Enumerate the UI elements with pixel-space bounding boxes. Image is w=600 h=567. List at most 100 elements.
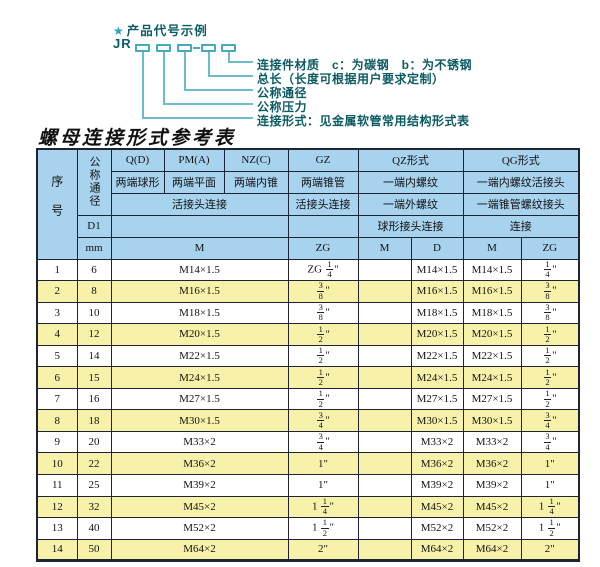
cell-seq: 12 [36,495,78,519]
cell-qz-m [357,258,412,282]
table-row: 8 18 M30×1.5 3 4 " M30×1.5 M30×1.5 3 4 " [36,409,580,432]
header-blank-gz [287,214,359,238]
diagram-label-material: 连接件材质 c：为碳钢 b：为不锈钢 [257,58,473,72]
code-box-5 [221,44,236,52]
cell-dn: 12 [76,323,112,346]
cell-seq: 7 [36,387,78,411]
table-header: 序号 公称通径 Q(D) PM(A) NZ(C) GZ QZ形式 QG形式 两端… [36,148,580,260]
cell-qz-d: M45×2 [410,495,464,519]
code-box-3 [177,44,192,52]
cell-m: M24×1.5 [110,366,289,389]
cell-qz-d: M14×1.5 [410,258,464,282]
cell-qg-m: M45×2 [462,495,522,519]
diagram-title: ★ 产品代号示例 [113,20,208,39]
table-row: 11 25 M39×2 1" M39×2 M39×2 1" [36,473,580,497]
header-pm-desc: 两端平面 [163,170,225,194]
connector-line-1 [228,52,253,63]
cell-qz-d: M27×1.5 [410,387,464,411]
header-d2: D [410,236,464,260]
cell-qg-zg: 1 2 " [520,387,580,411]
cell-qz-d: M36×2 [410,452,464,475]
header-gz-conn: 活接头连接 [287,192,359,216]
cell-qg-m: M64×2 [462,538,522,562]
cell-qz-m [357,430,412,454]
header-zg2: ZG [520,236,580,260]
cell-qz-m [357,344,412,368]
cell-qg-zg: 1" [520,473,580,497]
connector-line-3 [184,52,253,91]
header-col-qz: QZ形式 [357,148,464,172]
cell-dn: 50 [76,538,112,562]
table-row: 5 14 M22×1.5 1 2 " M22×1.5 M22×1.5 1 2 " [36,344,580,368]
cell-m: M20×1.5 [110,323,289,346]
header-q-desc: 两端球形 [110,170,165,194]
cell-qz-d: M16×1.5 [410,280,464,303]
cell-dn: 10 [76,301,112,325]
cell-gz: 3 8 " [287,280,359,303]
product-code-diagram: ★ 产品代号示例 JR 连接件材质 c：为碳钢 b：为不锈钢 总长（长度可根据用户… [0,0,600,148]
cell-qg-m: M30×1.5 [462,409,522,432]
cell-qz-d: M22×1.5 [410,344,464,368]
table-row: 10 22 M36×2 1" M36×2 M36×2 1" [36,452,580,475]
cell-gz: 1 2 " [287,366,359,389]
diagram-label-pressure: 公称压力 [257,100,308,114]
cell-m: M22×1.5 [110,344,289,368]
code-prefix: JR [113,36,132,51]
cell-qg-m: M24×1.5 [462,366,522,389]
cell-qz-d: M30×1.5 [410,409,464,432]
cell-m: M36×2 [110,452,289,475]
cell-seq: 13 [36,517,78,540]
cell-gz: 1 1 4 " [287,495,359,519]
cell-qg-zg: 1 2 " [520,366,580,389]
cell-qz-d: M20×1.5 [410,323,464,346]
header-blank-left [110,214,289,238]
cell-qg-zg: 1" [520,452,580,475]
cell-dn: 40 [76,517,112,540]
cell-qz-d: M39×2 [410,473,464,497]
diagram-title-text: 产品代号示例 [126,24,208,38]
connector-line-2 [208,52,253,77]
cell-qz-m [357,387,412,411]
cell-qg-zg: 3 8 " [520,301,580,325]
cell-gz: 3 4 " [287,409,359,432]
cell-seq: 9 [36,430,78,454]
cell-gz: 1" [287,473,359,497]
cell-qg-m: M14×1.5 [462,258,522,282]
cell-seq: 3 [36,301,78,325]
cell-dn: 32 [76,495,112,519]
cell-qg-zg: 1 2 " [520,344,580,368]
table-row: 7 16 M27×1.5 1 2 " M27×1.5 M27×1.5 1 2 " [36,387,580,411]
header-dn: 公称通径 [76,148,112,216]
cell-seq: 8 [36,409,78,432]
cell-qz-m [357,517,412,540]
cell-qz-m [357,301,412,325]
cell-m: M30×1.5 [110,409,289,432]
cell-qg-m: M52×2 [462,517,522,540]
cell-seq: 5 [36,344,78,368]
cell-qg-zg: 1 2 " [520,323,580,346]
cell-qg-zg: 1 4 " [520,258,580,282]
cell-gz: 2" [287,538,359,562]
table-row: 3 10 M18×1.5 3 8 " M18×1.5 M18×1.5 3 8 " [36,301,580,325]
cell-gz: 1 2 " [287,323,359,346]
header-zg1: ZG [287,236,359,260]
cell-seq: 1 [36,258,78,282]
cell-qg-m: M20×1.5 [462,323,522,346]
cell-m: M16×1.5 [110,280,289,303]
header-qg-conn: 连接 [462,214,580,238]
cell-dn: 18 [76,409,112,432]
header-nz-desc: 两端内锥 [223,170,289,194]
cell-gz: 3 4 " [287,430,359,454]
cell-qz-d: M33×2 [410,430,464,454]
cell-seq: 2 [36,280,78,303]
cell-m: M14×1.5 [110,258,289,282]
connector-line-4 [163,52,253,105]
cell-gz: 1" [287,452,359,475]
code-box-1 [135,44,150,52]
cell-qg-m: M33×2 [462,430,522,454]
connector-line-5 [142,52,253,119]
code-box-4 [201,44,216,52]
code-box-2 [156,44,171,52]
header-qz-conn: 球形接头连接 [357,214,464,238]
cell-qz-d: M24×1.5 [410,366,464,389]
